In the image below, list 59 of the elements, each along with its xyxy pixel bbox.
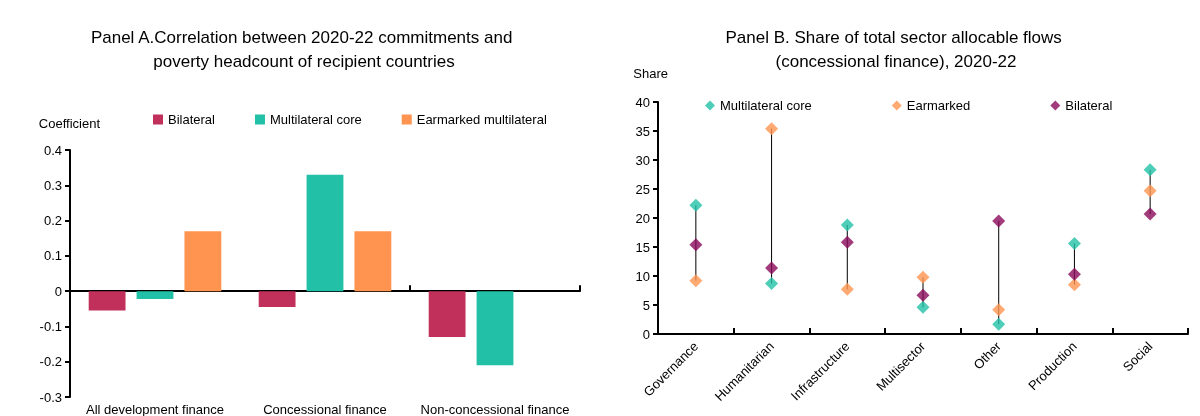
y-axis-title: Share [633, 66, 668, 81]
bar [476, 291, 514, 366]
point [1067, 278, 1081, 292]
y-tick-label: 5 [642, 297, 650, 313]
bar [88, 291, 126, 311]
y-tick-label: 0.1 [43, 248, 62, 264]
point [1067, 237, 1081, 251]
bar [428, 291, 466, 338]
point [765, 122, 779, 136]
point [840, 235, 854, 249]
point [1143, 207, 1157, 221]
bar [306, 174, 344, 292]
point [840, 282, 854, 296]
y-tick-label: 0 [642, 326, 650, 342]
point [1143, 163, 1157, 177]
x-tick-label: Concessional finance [263, 402, 387, 416]
point [765, 277, 779, 291]
point [689, 198, 703, 212]
point [840, 218, 854, 232]
y-tick-label: 15 [635, 239, 650, 255]
y-tick-label: 10 [635, 268, 650, 284]
point [992, 303, 1006, 317]
legend-label: Multilateral core [269, 112, 362, 127]
y-tick-label: 25 [635, 181, 650, 197]
point [916, 300, 930, 314]
y-tick-label: 35 [635, 123, 650, 139]
point [992, 214, 1006, 228]
chart-title: Panel B. Share of total sector allocable flows (concessional finance), 2020-22 [725, 27, 1067, 71]
legend-label: Multilateral core [720, 98, 812, 113]
y-tick-label: 0.2 [43, 213, 62, 229]
y-axis-title: Coefficient [38, 116, 101, 131]
point [689, 274, 703, 288]
legend-label: Earmarked [906, 98, 971, 113]
chart-title: Panel A.Correlation between 2020-22 commitments and poverty headcount of recipient countries [90, 27, 518, 71]
y-tick-label: 30 [635, 152, 650, 168]
bar [136, 291, 174, 299]
point [1143, 184, 1157, 198]
legend-label: Earmarked multilateral [416, 112, 547, 127]
y-tick-label: -0.3 [39, 389, 62, 405]
y-tick-label: 0.4 [43, 142, 62, 158]
y-tick-label: -0.2 [39, 354, 62, 370]
point [1067, 267, 1081, 281]
point [765, 261, 779, 275]
legend-label: Bilateral [168, 112, 216, 127]
legend-label: Bilateral [1065, 98, 1113, 113]
y-tick-label: 40 [635, 94, 650, 110]
point [916, 288, 930, 302]
bar [258, 291, 296, 308]
y-tick-label: 0 [54, 283, 62, 299]
x-tick-label: All development finance [85, 402, 225, 416]
point [916, 270, 930, 284]
y-tick-label: -0.1 [39, 318, 62, 334]
bar [184, 231, 222, 292]
point [689, 238, 703, 252]
y-tick-label: 0.3 [43, 177, 62, 193]
x-tick-label: Non-concessional finance [420, 402, 570, 416]
point [992, 317, 1006, 331]
bar [354, 231, 392, 292]
y-tick-label: 20 [635, 210, 650, 226]
